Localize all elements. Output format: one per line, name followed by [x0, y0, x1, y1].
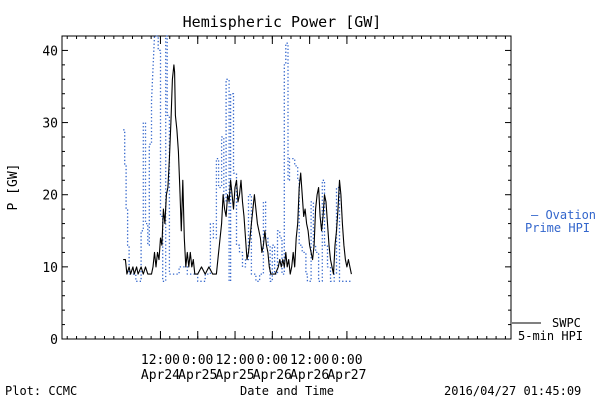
series-line-ovation-prime: [123, 35, 352, 282]
x-tick-date: Apr24: [141, 368, 180, 383]
x-tick-date: Apr26: [290, 368, 329, 383]
legend-ovation-line2: Prime HPI: [525, 221, 590, 235]
plot-frame-border: [61, 35, 512, 340]
series-layer: [123, 35, 352, 282]
x-tick-time: 12:00: [141, 353, 180, 368]
x-tick-date: Apr26: [253, 368, 292, 383]
plot-credit: Plot: CCMC: [5, 384, 77, 398]
x-tick-date: Apr27: [327, 368, 366, 383]
y-tick-label: 20: [42, 189, 58, 204]
x-tick-time: 0:00: [331, 353, 362, 368]
x-tick-date: Apr25: [178, 368, 217, 383]
y-tick-label: 30: [42, 117, 58, 132]
x-tick-time: 0:00: [182, 353, 213, 368]
series-line-swpc: [123, 64, 352, 275]
x-tick-time: 12:00: [215, 353, 254, 368]
x-tick-time: 12:00: [290, 353, 329, 368]
y-axis: 0 10 20 30 40: [42, 44, 511, 348]
legend-ovation-line1: – Ovation: [531, 208, 596, 222]
x-tick-time: 0:00: [257, 353, 288, 368]
legend: – Ovation Prime HPI SWPC 5-min HPI: [512, 208, 596, 343]
x-axis-label: Date and Time: [240, 384, 334, 398]
y-axis-label: P [GW]: [6, 164, 21, 211]
y-tick-label: 0: [50, 333, 58, 348]
x-axis: 12:00Apr240:00Apr2512:00Apr250:00Apr2612…: [66, 36, 506, 383]
y-tick-label: 10: [42, 261, 58, 276]
chart-title: Hemispheric Power [GW]: [183, 13, 382, 31]
plot-timestamp: 2016/04/27 01:45:09: [444, 384, 581, 398]
x-tick-date: Apr25: [215, 368, 254, 383]
plot-area: [61, 35, 512, 340]
legend-swpc-line1: SWPC: [552, 316, 581, 330]
legend-swpc-line2: 5-min HPI: [518, 329, 583, 343]
y-tick-label: 40: [42, 44, 58, 59]
